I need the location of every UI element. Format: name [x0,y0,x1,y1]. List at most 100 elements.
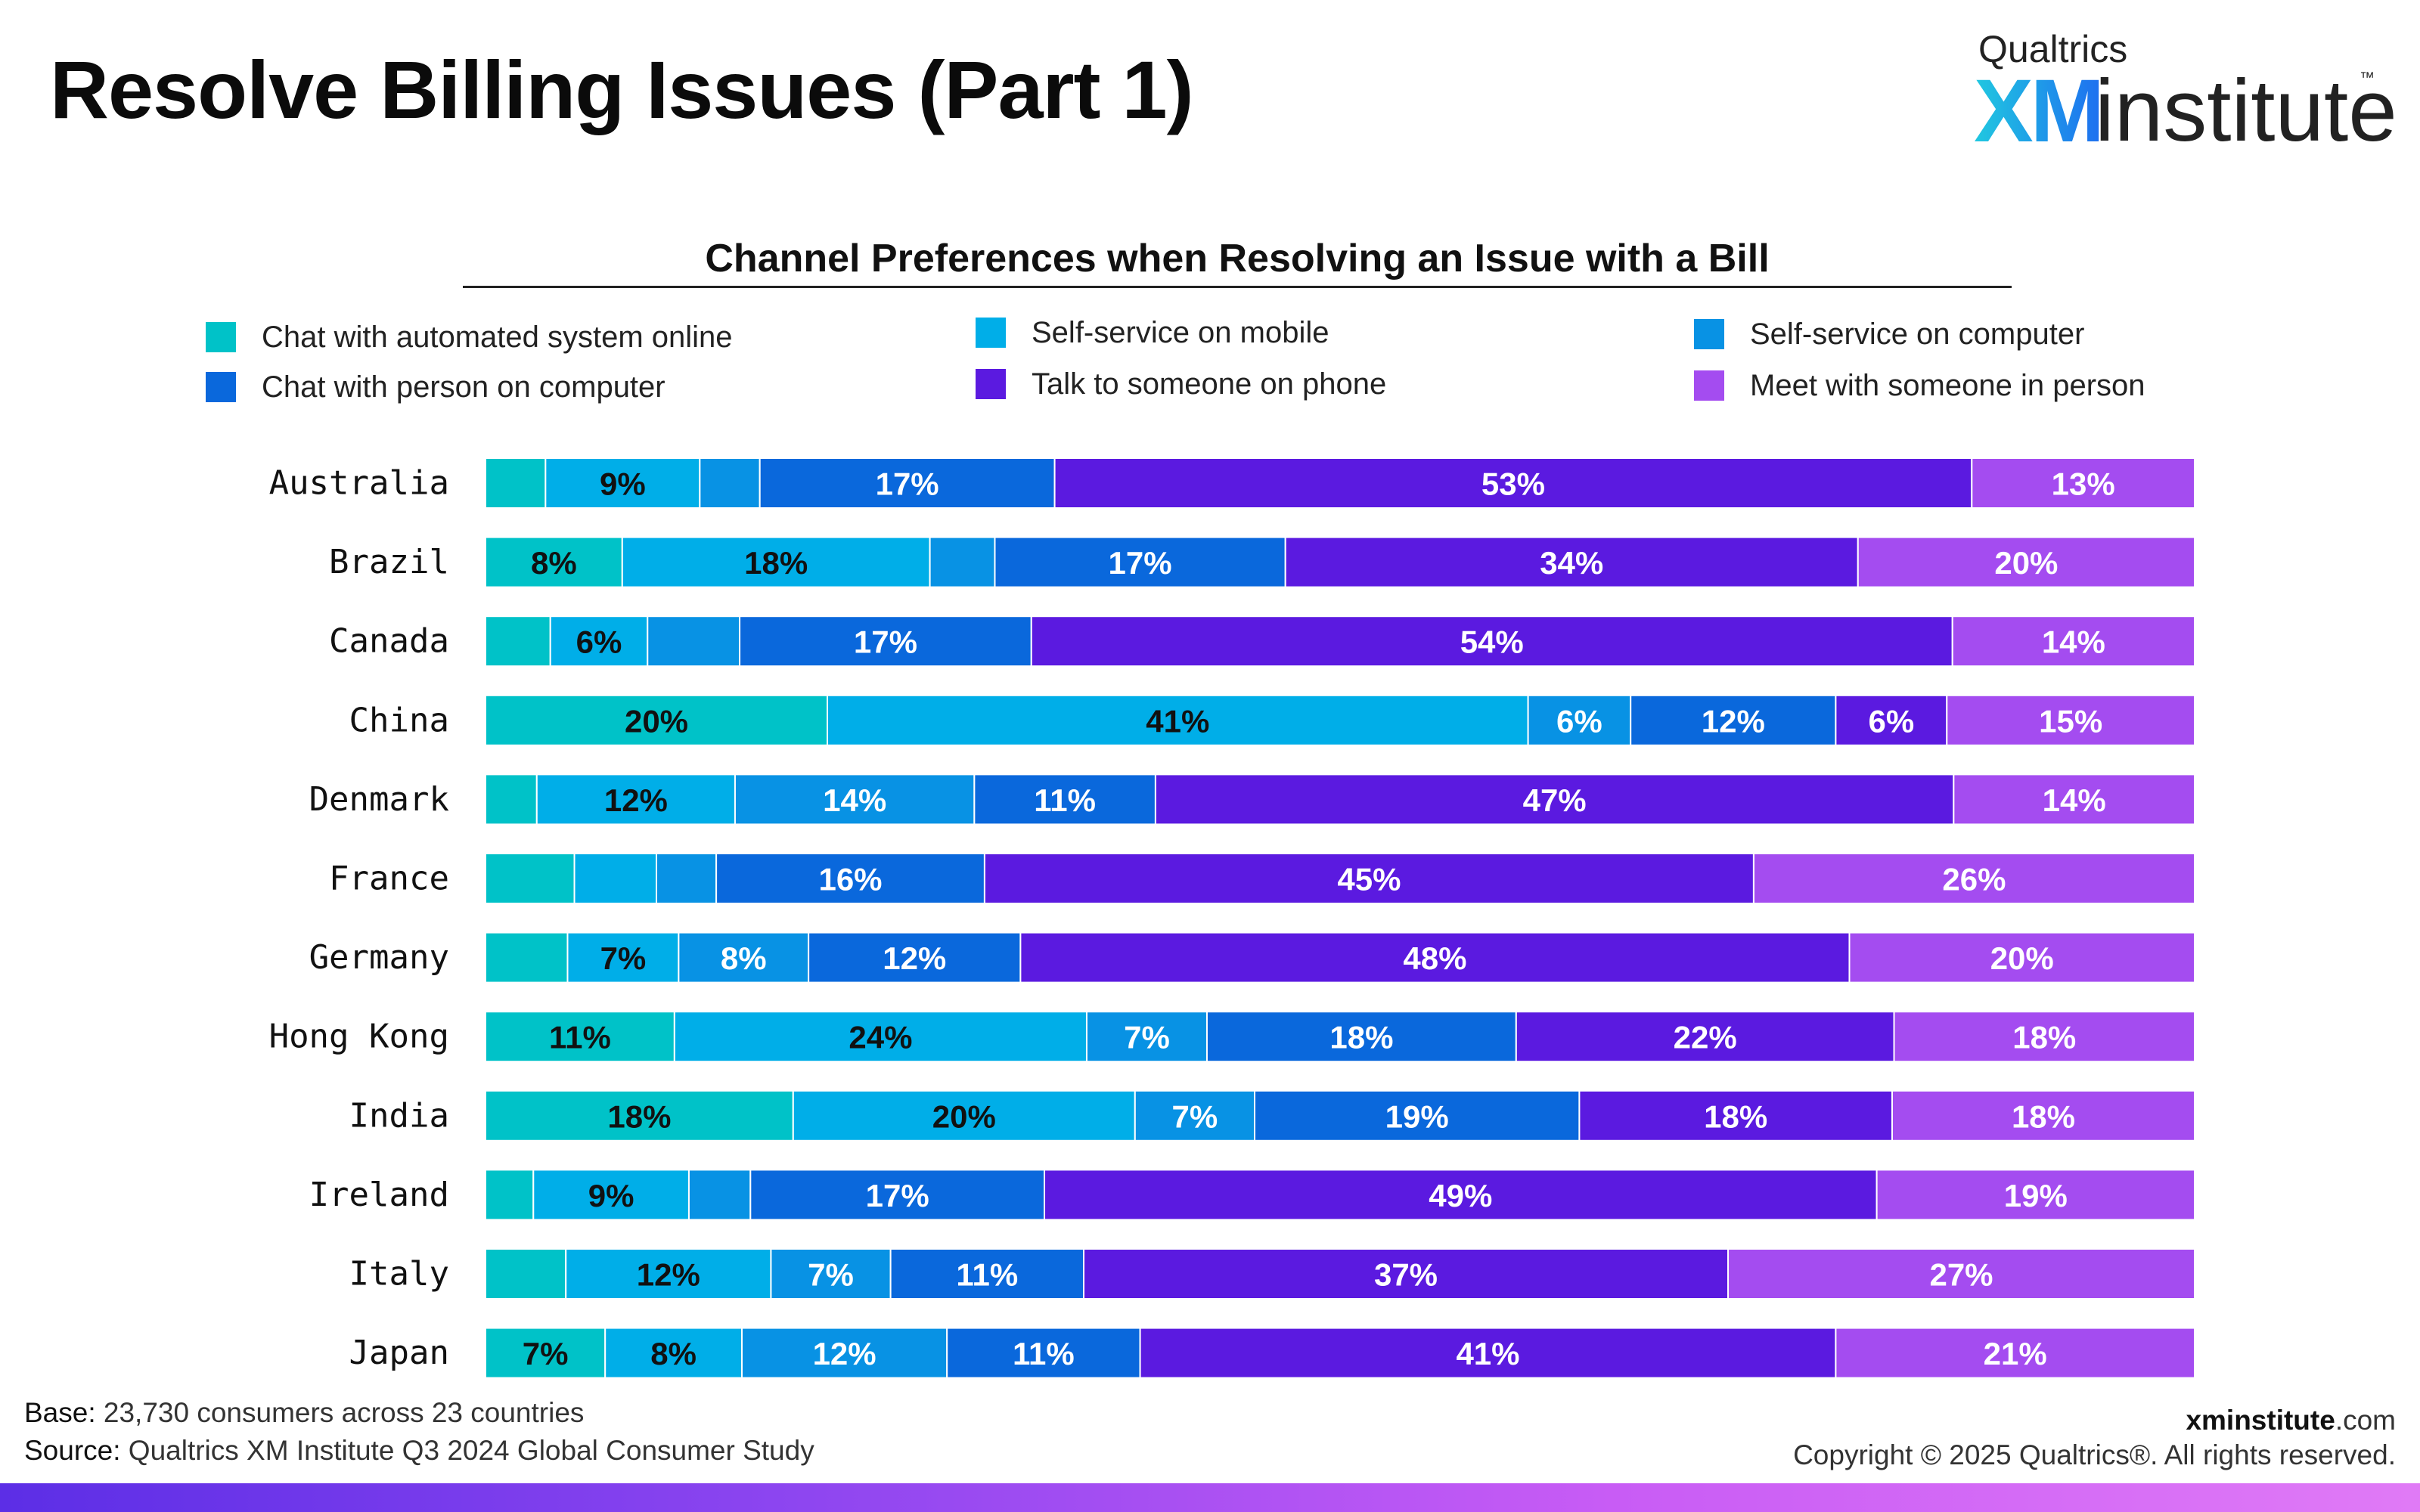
bar-segment [741,1327,948,1379]
base-note: Base: 23,730 consumers across 23 countri… [24,1397,584,1429]
bar-segment [535,773,736,826]
data-label: 6% [576,624,622,660]
bar-segment [485,1089,794,1142]
data-label: 34% [1540,545,1603,581]
legend-label: Chat with automated system online [262,320,733,354]
data-label: 17% [876,466,939,502]
legend-item-self-service-mobile: Self-service on mobile [976,316,1329,349]
bar-segment [1891,1089,2195,1142]
base-label: Base: [24,1397,96,1428]
data-label: 22% [1674,1020,1737,1055]
data-label: 12% [813,1336,876,1371]
bar-segment [1835,694,1948,746]
bar-segment [994,536,1286,588]
data-label: 12% [637,1257,700,1293]
bar-segment [647,615,741,668]
data-label: 24% [849,1020,912,1055]
bar-segment [1205,1011,1517,1063]
data-label: 17% [1109,545,1172,581]
legend-label: Self-service on computer [1750,317,2085,351]
bar-segment [485,615,551,668]
data-label: 14% [823,782,886,818]
bar-segment [1515,1011,1895,1063]
bar-segment [1752,853,2195,904]
data-label: 14% [2042,624,2105,660]
bar-segment [1951,615,2195,668]
bar-segment [1053,457,1973,509]
bottom-gradient-bar [0,1483,2420,1512]
legend-swatch [976,318,1006,348]
bar-segment [1835,1327,2195,1379]
category-label: India [349,1096,449,1135]
data-label: 11% [1013,1336,1075,1371]
bar-segment [929,536,996,588]
bar-segment [566,931,680,984]
source-label: Source: [24,1435,121,1466]
site-suffix: .com [2335,1405,2396,1436]
data-label: 47% [1523,782,1587,818]
bar-segment [1848,931,2195,984]
data-label: 18% [744,545,808,581]
data-label: 8% [531,545,577,581]
bar-segment [1030,615,1953,668]
bar-segment [1134,1089,1256,1142]
legend-label: Chat with person on computer [262,370,666,404]
bar-segment [1876,1169,2195,1221]
site-url: xminstitute.com [2186,1405,2396,1436]
category-label: Ireland [309,1176,449,1214]
legend-swatch [206,322,236,352]
data-label: 13% [2052,466,2115,502]
bar-segment [1139,1327,1837,1379]
source-text: Qualtrics XM Institute Q3 2024 Global Co… [128,1435,814,1466]
bar-segment [621,536,931,588]
legend-swatch [1694,370,1724,401]
data-label: 37% [1374,1257,1438,1293]
bar-segment [544,457,701,509]
data-label: 15% [2039,703,2102,739]
data-label: 12% [883,940,946,976]
bar-segment [1946,694,2196,746]
data-label: 6% [1556,703,1602,739]
bar-segment [946,1327,1141,1379]
bar-segment [656,853,718,904]
bar-segment [1971,457,2195,509]
data-label: 18% [2012,1098,2075,1134]
bar-segment [1893,1011,2195,1063]
data-label: 9% [600,466,646,502]
bar-segment [1578,1089,1893,1142]
category-label: Australia [269,464,449,503]
legend-label: Meet with someone in person [1750,368,2145,402]
bar-segment [485,853,576,904]
legend-swatch [1694,319,1724,349]
category-label: France [329,860,449,898]
bar-segment [1085,1011,1208,1063]
bar-segment [1044,1169,1878,1221]
bar-segment [485,931,569,984]
data-label: 8% [721,940,767,976]
chart-title-rule [463,286,2012,288]
category-label: Hong Kong [269,1018,449,1056]
bar-segment [485,1327,607,1379]
bar-segment [827,694,1529,746]
bar-segment [1857,536,2196,588]
category-label: Japan [349,1334,449,1372]
bar-segment [604,1327,743,1379]
legend-label: Self-service on mobile [1032,315,1329,349]
data-label: 21% [1984,1336,2047,1371]
data-label: 18% [607,1098,671,1134]
data-label: 48% [1403,940,1466,976]
category-label: Brazil [329,543,449,581]
data-label: 53% [1481,466,1545,502]
bar-segment [1953,773,2196,826]
bar-segment [532,1169,690,1221]
data-label: 7% [1124,1020,1170,1055]
data-label: 45% [1337,862,1401,897]
bar-segment [573,853,658,904]
page-title: Resolve Billing Issues (Part 1) [50,44,1194,135]
logo-trademark: ™ [2360,70,2375,86]
data-label: 18% [1704,1098,1767,1134]
category-label: Denmark [309,780,449,819]
bar-segment [973,773,1156,826]
copyright: Copyright © 2025 Qualtrics®. All rights … [1793,1439,2396,1470]
data-label: 11% [549,1020,611,1055]
